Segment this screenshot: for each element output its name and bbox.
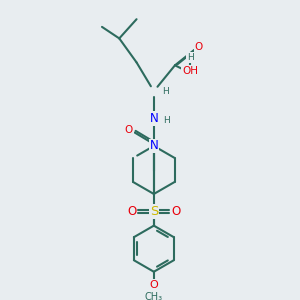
Text: N: N — [149, 140, 158, 152]
Text: H: H — [163, 116, 170, 124]
Text: CH₃: CH₃ — [145, 292, 163, 300]
Text: O: O — [127, 205, 136, 218]
Text: O: O — [125, 124, 133, 135]
Text: S: S — [150, 205, 158, 218]
Text: N: N — [149, 112, 158, 124]
Text: H: H — [162, 87, 169, 96]
Text: O: O — [195, 42, 203, 52]
Text: H: H — [187, 53, 194, 62]
Text: O: O — [149, 280, 158, 290]
Text: O: O — [171, 205, 181, 218]
Text: OH: OH — [182, 66, 198, 76]
